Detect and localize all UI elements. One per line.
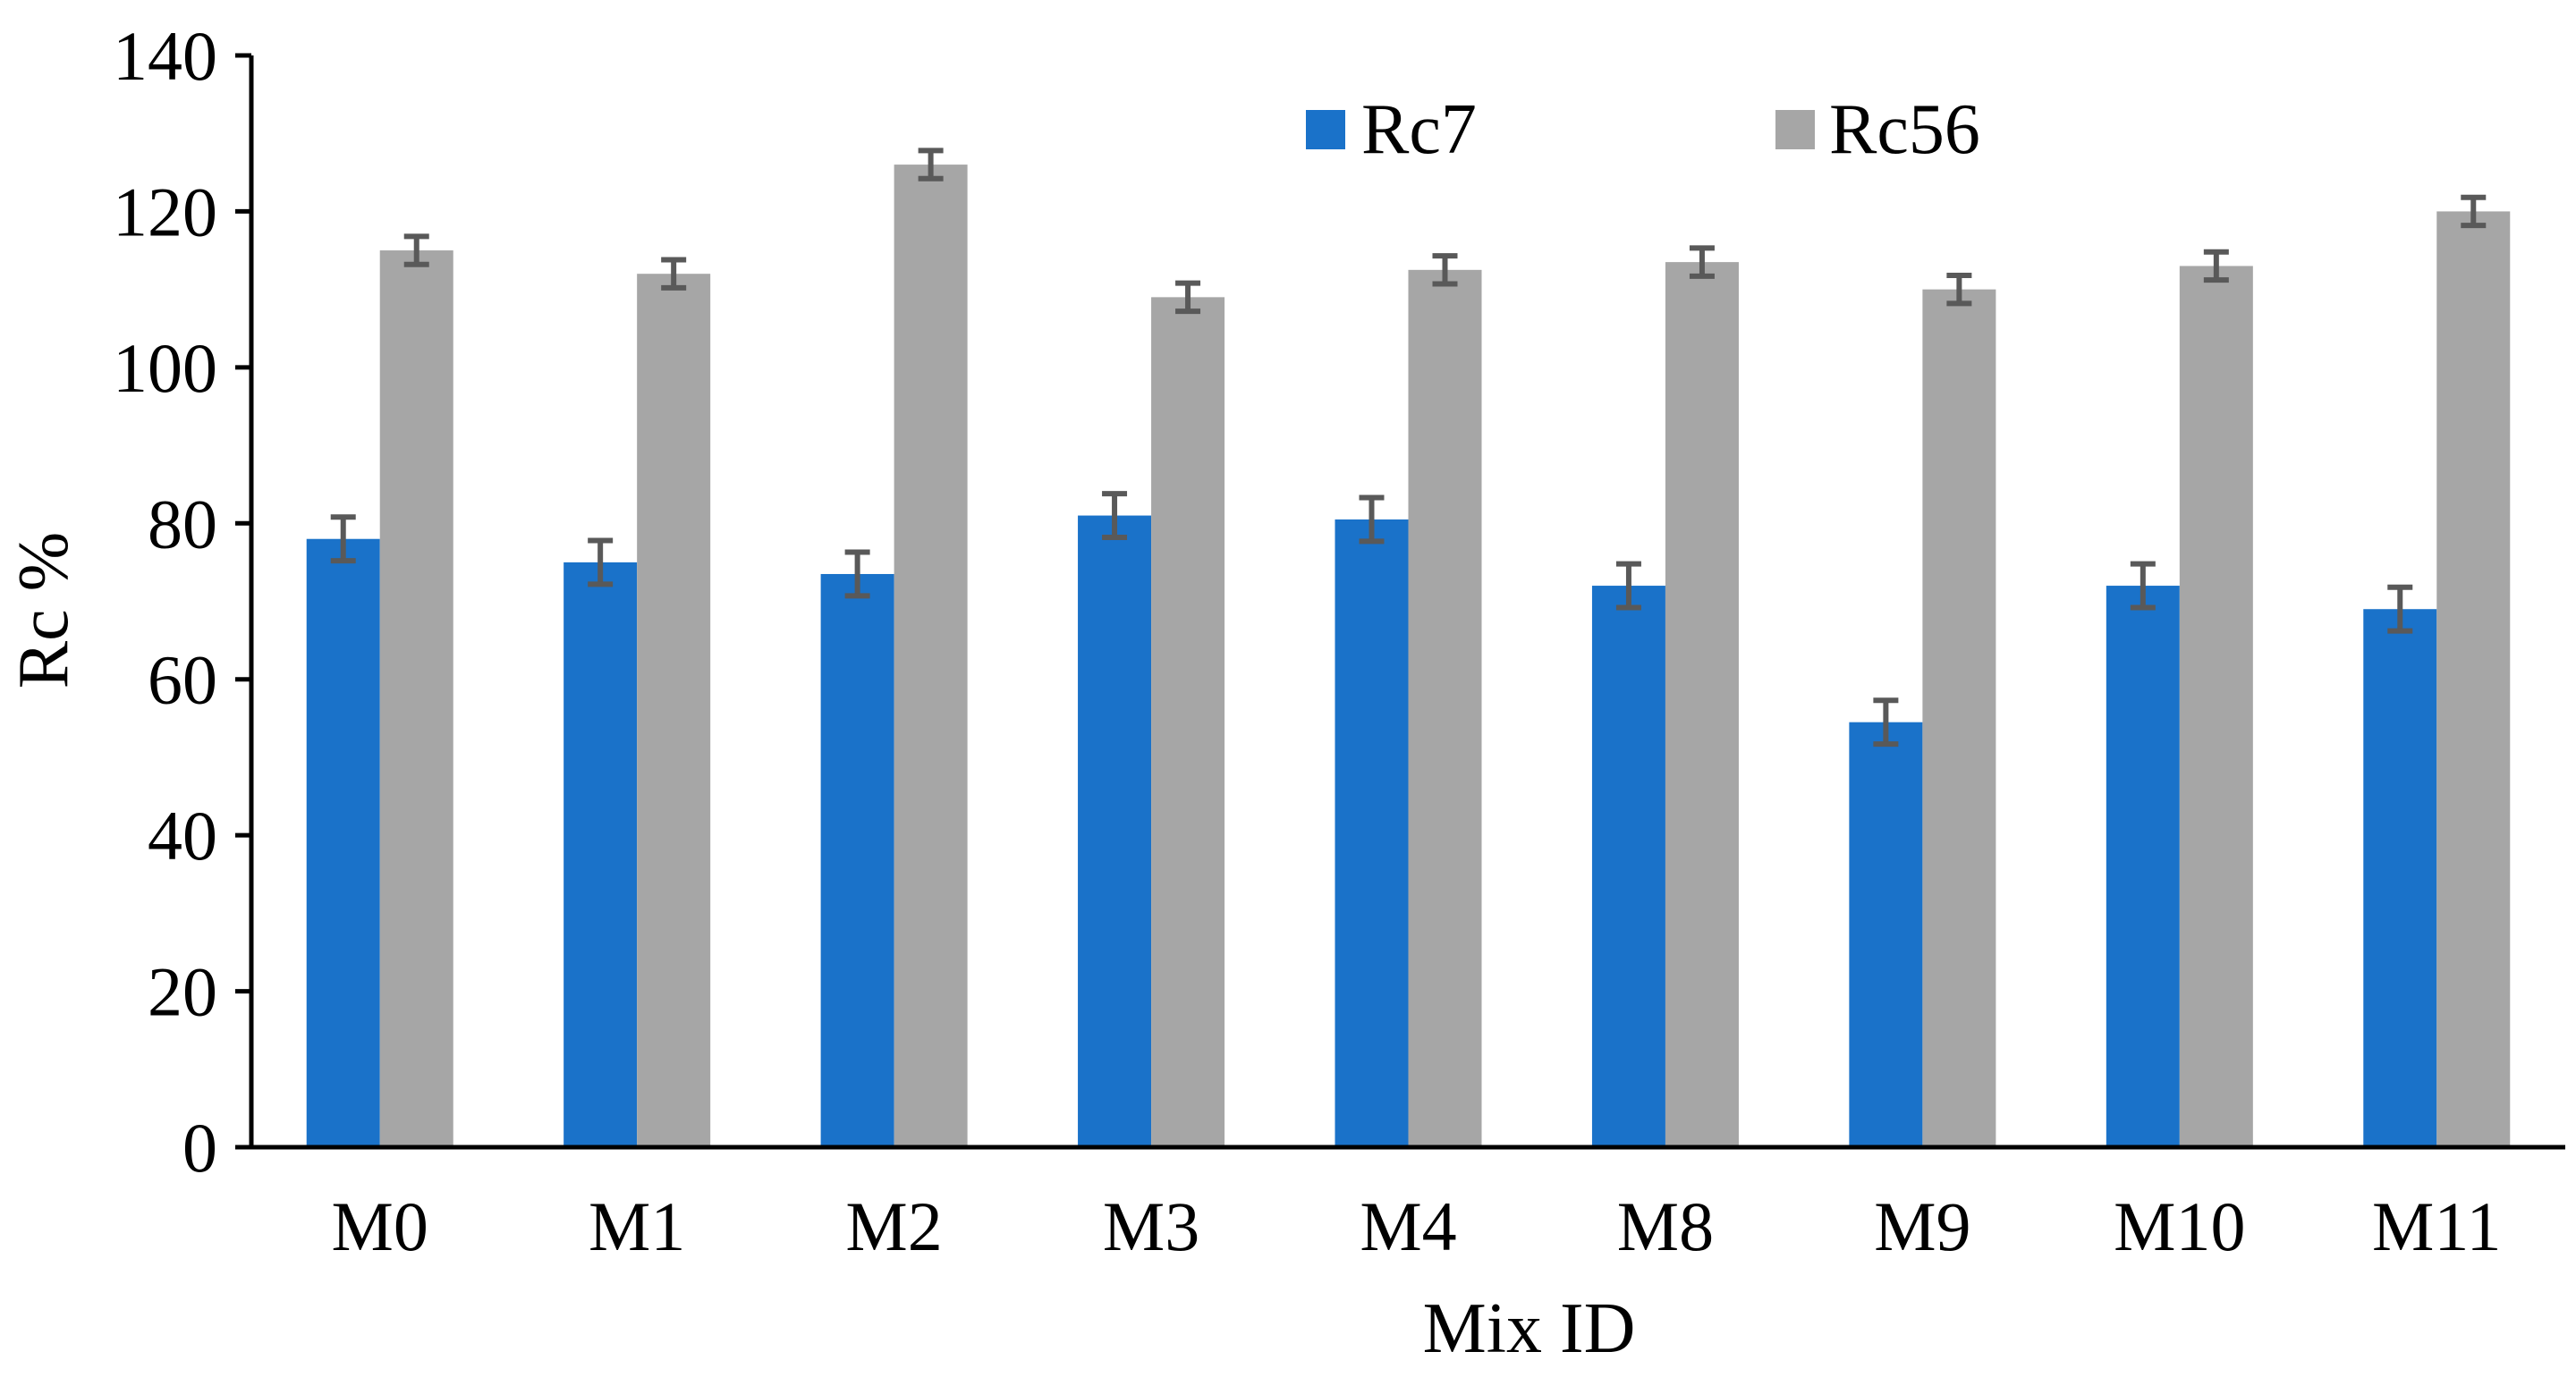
y-tick-label-0: 0 — [182, 1109, 217, 1187]
error-bar-rc7-m0 — [330, 514, 356, 564]
bar-rc56-m4 — [1408, 269, 1482, 1147]
y-tick-label-140: 140 — [113, 17, 217, 95]
bar-rc56-m3 — [1151, 297, 1225, 1148]
error-bar-rc7-m2 — [844, 549, 870, 599]
bar-rc7-m2 — [820, 573, 894, 1147]
bar-rc7-m10 — [2106, 586, 2180, 1147]
x-tick-label-m1: M1 — [589, 1187, 685, 1265]
legend-swatch-rc7 — [1306, 110, 1345, 149]
x-tick-label-m3: M3 — [1103, 1187, 1199, 1265]
x-axis-title: Mix ID — [1423, 1289, 1636, 1368]
bar-rc7-m9 — [1849, 722, 1923, 1147]
error-bar-rc56-m8 — [1689, 245, 1715, 279]
axes-layer — [235, 53, 2565, 1150]
bar-rc56-m1 — [637, 274, 711, 1147]
y-tick-label-60: 60 — [148, 641, 217, 719]
error-bar-rc56-m11 — [2461, 194, 2487, 229]
bar-rc7-m1 — [564, 562, 638, 1147]
error-bar-rc7-m1 — [588, 537, 614, 587]
error-bar-rc56-m10 — [2203, 249, 2229, 283]
x-tick-label-m2: M2 — [845, 1187, 942, 1265]
x-tick-label-m9: M9 — [1874, 1187, 1970, 1265]
x-tick-label-m11: M11 — [2372, 1187, 2501, 1265]
legend-item-rc56: Rc56 — [1775, 90, 1980, 169]
error-bar-rc7-m9 — [1873, 697, 1899, 748]
x-tick-label-m8: M8 — [1617, 1187, 1714, 1265]
bar-rc7-m11 — [2363, 609, 2437, 1147]
error-bar-rc56-m4 — [1432, 253, 1458, 287]
legend: Rc7 Rc56 — [1306, 90, 1980, 169]
bar-rc56-m11 — [2436, 211, 2511, 1147]
error-bars-layer — [330, 148, 2487, 748]
error-bar-rc56-m9 — [1946, 272, 1972, 307]
bar-rc56-m8 — [1665, 262, 1739, 1147]
error-bar-rc7-m3 — [1102, 491, 1128, 540]
bar-rc7-m4 — [1335, 519, 1409, 1147]
labels-layer: M0 M1 M2 M3 M4 M8 M9 M10 M11 0 20 40 60 80 100 120 140 Mi… — [4, 17, 2502, 1368]
error-bar-rc7-m10 — [2130, 561, 2156, 611]
bar-rc56-m2 — [894, 165, 968, 1148]
legend-label-rc7: Rc7 — [1361, 90, 1477, 169]
y-tick-label-20: 20 — [148, 953, 217, 1031]
legend-label-rc56: Rc56 — [1829, 90, 1980, 169]
bar-rc56-m0 — [379, 250, 453, 1147]
x-tick-label-m4: M4 — [1360, 1187, 1456, 1265]
error-bar-rc7-m8 — [1615, 561, 1641, 611]
legend-item-rc7: Rc7 — [1306, 90, 1477, 169]
y-tick-label-40: 40 — [148, 797, 217, 874]
bar-rc56-m10 — [2179, 266, 2253, 1147]
bar-rc7-m8 — [1591, 586, 1665, 1147]
error-bar-rc56-m3 — [1175, 280, 1201, 315]
x-tick-label-m10: M10 — [2114, 1187, 2245, 1265]
y-axis-title: Rc % — [4, 532, 83, 689]
error-bar-rc7-m4 — [1359, 494, 1385, 545]
error-bar-rc7-m11 — [2387, 584, 2413, 634]
error-bar-rc56-m0 — [403, 233, 429, 267]
bars-layer — [306, 165, 2511, 1148]
bar-rc56-m9 — [1922, 289, 1996, 1148]
x-tick-label-m0: M0 — [332, 1187, 428, 1265]
bar-rc7-m3 — [1078, 515, 1152, 1147]
y-tick-label-80: 80 — [148, 485, 217, 562]
legend-swatch-rc56 — [1775, 110, 1815, 149]
error-bar-rc56-m2 — [918, 148, 944, 182]
y-tick-label-120: 120 — [113, 173, 217, 250]
y-tick-label-100: 100 — [113, 329, 217, 407]
error-bar-rc56-m1 — [661, 257, 687, 291]
bar-rc7-m0 — [306, 538, 380, 1147]
